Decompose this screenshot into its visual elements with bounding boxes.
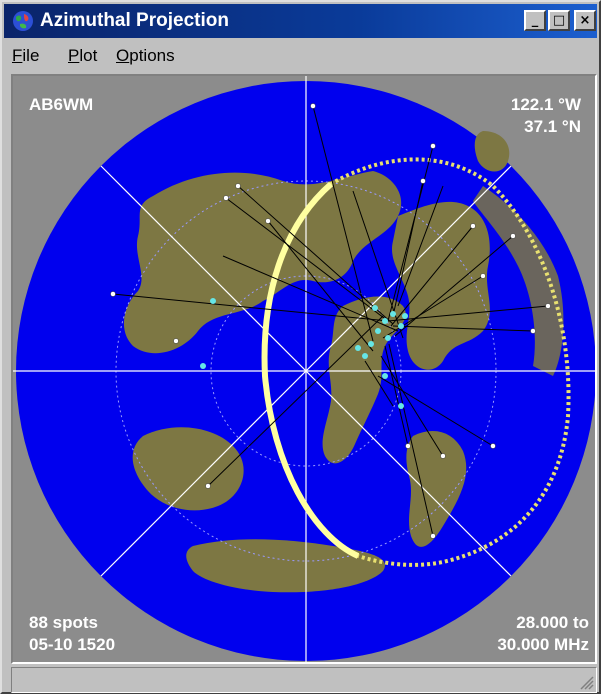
azimuth-lines <box>13 76 595 662</box>
resize-grip-icon[interactable] <box>578 674 594 690</box>
propagation-paths <box>112 105 549 537</box>
menu-file[interactable]: File <box>12 46 40 65</box>
close-button[interactable]: × <box>574 10 596 31</box>
frequency-range: 28.000 to 30.000 MHz <box>497 612 589 656</box>
land-masses <box>123 131 564 593</box>
region-dotted-east <box>473 186 564 376</box>
azimuthal-map[interactable] <box>13 76 595 662</box>
map-panel[interactable]: AB6WM 122.1 °W 37.1 °N 88 spots 05-10 15… <box>11 74 597 664</box>
continent-australia <box>132 427 244 511</box>
maximize-button[interactable]: □ <box>548 10 570 31</box>
minimize-icon: _ <box>531 13 539 28</box>
continent-south-america <box>406 431 467 547</box>
longitude-readout: 122.1 °W <box>510 95 581 114</box>
spot-summary: 88 spots 05-10 1520 <box>29 612 115 656</box>
latitude-readout: 37.1 °N <box>524 117 581 136</box>
continent-north-america <box>391 201 490 370</box>
title-bar[interactable]: Azimuthal Projection _ □ × <box>4 4 597 38</box>
menu-bar: File Plot Options <box>4 40 597 70</box>
home-coordinates: 122.1 °W 37.1 °N <box>511 94 581 138</box>
menu-options[interactable]: Options <box>116 46 175 65</box>
terminator-sunlit-edge <box>261 181 360 559</box>
globe-app-icon <box>13 11 33 31</box>
spot-cluster <box>200 298 408 409</box>
frequency-to: 30.000 MHz <box>497 635 589 654</box>
continent-asia <box>123 171 402 354</box>
frequency-from: 28.000 to <box>516 613 589 632</box>
continent-europe-africa <box>322 296 406 464</box>
menu-plot[interactable]: Plot <box>68 46 98 65</box>
spot-markers <box>110 103 551 539</box>
close-icon: × <box>579 13 591 28</box>
timestamp: 05-10 1520 <box>29 635 116 654</box>
minimize-button[interactable]: _ <box>524 10 546 31</box>
maximize-icon: □ <box>552 13 566 28</box>
spot-count: 88 spots <box>29 613 98 632</box>
home-callsign: AB6WM <box>29 95 94 114</box>
island-greenland <box>474 131 510 172</box>
continent-antarctica <box>186 539 385 593</box>
window-title: Azimuthal Projection <box>40 10 229 31</box>
status-bar <box>11 667 597 693</box>
